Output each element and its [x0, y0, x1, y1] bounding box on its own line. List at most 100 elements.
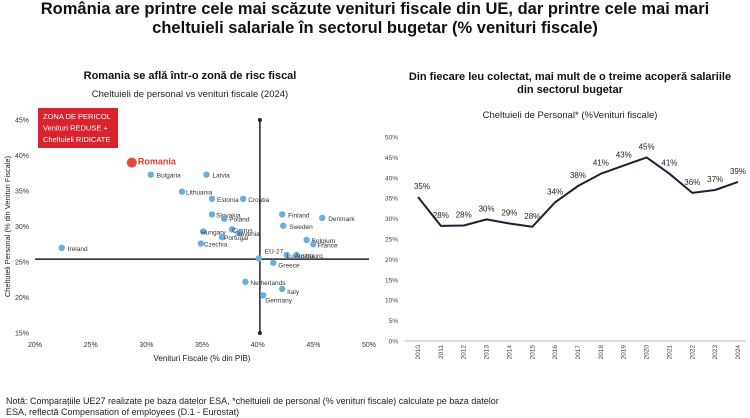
data-label: 43% [616, 151, 632, 160]
x-tick-label: 2022 [689, 345, 696, 360]
point-label-slovakia: Slovakia [216, 212, 241, 219]
x-tick-label: 2010 [415, 345, 422, 360]
y-tick-label: 30% [385, 216, 398, 223]
point-sweden [280, 222, 287, 229]
x-tick-label: 2020 [644, 345, 651, 360]
x-tick-label: 2023 [712, 345, 719, 360]
y-tick-label: 30% [15, 224, 29, 231]
page-title-line-1: România are printre cele mai scăzute ven… [40, 0, 710, 18]
line-chart-title: Cheltuieli de Personal* (%Venituri fisca… [482, 110, 658, 121]
x-tick-label: 2016 [552, 345, 559, 360]
point-portugal [218, 233, 226, 241]
y-axis-title: Cheltuieli Personal (% din Venituri Fisc… [3, 155, 12, 297]
point-lithuania [178, 188, 186, 195]
x-tick-label: 2014 [506, 345, 513, 360]
point-italy [278, 285, 286, 293]
point-label-eu-27: EU-27 [265, 248, 284, 255]
point-label-romania: Romania [138, 157, 177, 167]
x-axis-title: Venituri Fiscale (% din PIB) [154, 354, 251, 363]
point-label-cyprus: Cyprus [232, 227, 253, 234]
point-label-poland: Poland [229, 217, 250, 224]
footnote-line-1: Notă: Comparațiile UE27 realizate pe baz… [6, 396, 499, 406]
point-luxembourg [283, 251, 290, 259]
data-label: 28% [456, 211, 472, 220]
point-poland [221, 215, 228, 222]
point-slovakia [208, 211, 216, 218]
page-title: România are printre cele mai scăzute ven… [0, 0, 750, 38]
data-label: 41% [593, 159, 609, 168]
point-label-sweden: Sweden [289, 224, 313, 231]
data-label: 37% [707, 175, 723, 184]
data-label: 38% [570, 171, 586, 180]
point-label-latvia: Latvia [212, 173, 230, 180]
point-label-finland: Finland [288, 212, 310, 219]
data-label: 35% [414, 182, 430, 191]
point-label-france: France [317, 242, 338, 249]
data-label: 28% [433, 211, 449, 220]
point-ireland [58, 244, 65, 251]
point-austria [293, 251, 300, 259]
danger-zone-text: ZONA DE PERICOL [43, 112, 111, 121]
point-romania [126, 157, 137, 168]
y-tick-label: 25% [385, 237, 398, 244]
y-tick-label: 20% [385, 257, 398, 264]
point-label-greece: Greece [278, 263, 300, 270]
point-label-germany: Germany [265, 297, 292, 304]
x-tick-label: 2024 [735, 345, 742, 360]
point-finland [278, 211, 286, 218]
y-tick-label: 50% [385, 135, 398, 142]
x-tick-label: 2021 [666, 345, 673, 360]
point-label-hungary: Hungary [201, 229, 226, 236]
point-label-lithuania: Lithuania [186, 190, 213, 197]
point-label-austria: Austria [295, 253, 316, 260]
right-panel-subtitle: Din fiecare leu colectat, mai mult de o … [408, 71, 732, 96]
x-tick-label: 45% [306, 342, 320, 349]
danger-zone-text: Venituri REDUSE + [43, 124, 108, 133]
y-tick-label: 10% [385, 298, 398, 305]
point-label-portugal: Portugal [224, 235, 249, 242]
y-tick-label: 0% [389, 339, 399, 346]
y-tick-label: 35% [15, 189, 29, 196]
y-tick-label: 35% [385, 196, 398, 203]
point-label-ireland: Ireland [68, 246, 88, 253]
left-panel-subtitle: Romania se află într-o zonă de risc fisc… [83, 70, 297, 82]
point-eu-27 [255, 255, 262, 262]
data-label: 28% [524, 212, 540, 221]
scatter-chart-title: Cheltuieli de personal vs venituri fisca… [91, 89, 289, 100]
point-cyprus [228, 226, 236, 233]
point-germany [260, 292, 267, 299]
point-bulgaria [147, 171, 154, 178]
x-tick-label: 25% [84, 342, 98, 349]
x-tick-label: 20% [28, 342, 42, 349]
point-label-luxembourg: Luxembourg [287, 253, 324, 260]
point-slovenia [236, 229, 244, 237]
point-greece [270, 259, 277, 266]
y-tick-label: 20% [15, 295, 29, 302]
point-estonia [208, 195, 216, 203]
point-france [310, 241, 317, 248]
point-label-croatia: Croatia [248, 197, 269, 204]
point-label-italy: Italy [287, 289, 300, 296]
series-line [417, 156, 739, 228]
y-tick-label: 40% [385, 175, 398, 182]
x-tick-label: 50% [362, 342, 376, 349]
point-label-estonia: Estonia [217, 197, 239, 204]
point-label-denmark: Denmark [328, 216, 355, 223]
point-belgium [303, 236, 310, 244]
data-label: 34% [547, 187, 563, 196]
danger-zone-box [38, 108, 118, 148]
point-hungary [199, 228, 207, 235]
data-label: 41% [661, 159, 677, 168]
reference-line-end-marker [257, 118, 262, 122]
y-tick-label: 25% [15, 260, 29, 267]
footnote-line-2: ESA, reflectă Compensation of employees … [6, 407, 240, 417]
footnote: Notă: Comparațiile UE27 realizate pe baz… [6, 396, 746, 418]
x-tick-label: 2013 [484, 345, 491, 360]
reference-line-end-marker [257, 331, 262, 335]
point-label-belgium: Belgium [312, 238, 335, 245]
x-tick-label: 2019 [621, 345, 628, 360]
data-label: 30% [479, 204, 495, 213]
x-tick-label: 2015 [529, 345, 536, 360]
